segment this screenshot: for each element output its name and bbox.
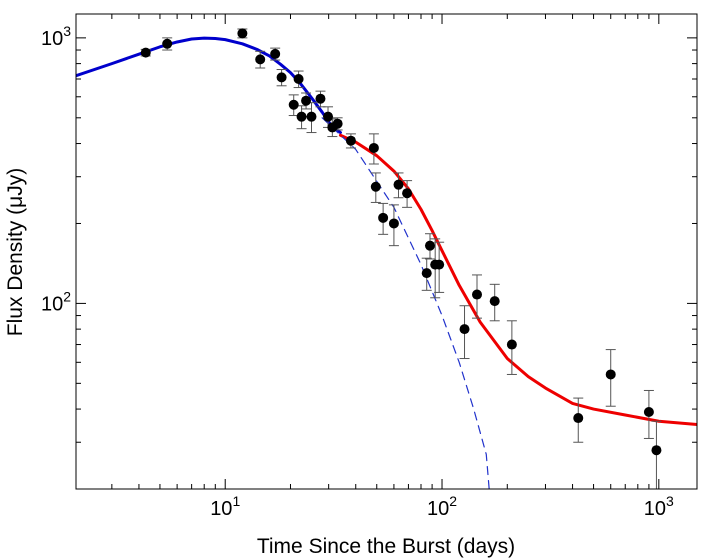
data-point — [368, 142, 379, 153]
y-tick-exponent: 2 — [63, 288, 71, 304]
data-point — [424, 240, 435, 251]
data-point — [237, 28, 248, 39]
data-point — [643, 406, 654, 417]
model-curves — [76, 36, 697, 489]
data-point — [293, 74, 304, 85]
data-point — [651, 445, 662, 456]
data-point — [332, 118, 343, 129]
data-point — [489, 296, 500, 307]
data-point — [370, 181, 381, 192]
data-point — [162, 38, 173, 49]
x-tick-label: 101 — [210, 493, 240, 520]
data-point — [434, 259, 445, 270]
extrapolated-decay-line — [321, 117, 490, 489]
data-point — [255, 54, 266, 65]
x-tick-base: 10 — [644, 498, 666, 520]
data-point — [306, 111, 317, 122]
data-point — [345, 135, 356, 146]
data-point — [605, 369, 616, 380]
data-point — [270, 48, 281, 59]
plot-frame — [75, 13, 698, 490]
y-tick-label: 102 — [41, 288, 71, 315]
data-point — [276, 72, 287, 83]
data-point — [140, 47, 151, 58]
data-point — [388, 218, 399, 229]
y-tick-base: 10 — [41, 28, 63, 50]
data-point — [402, 188, 413, 199]
plot-area — [76, 14, 697, 489]
x-tick-label: 103 — [644, 493, 674, 520]
late-time-model-line — [338, 133, 697, 426]
data-point — [459, 324, 470, 335]
data-points — [140, 28, 662, 456]
data-point — [378, 212, 389, 223]
data-point — [472, 289, 483, 300]
x-axis-label: Time Since the Burst (days) — [257, 535, 515, 558]
x-tick-labels: 101 102 103 — [210, 493, 674, 520]
x-tick-exponent: 1 — [232, 493, 240, 509]
data-point — [296, 111, 307, 122]
y-tick-exponent: 3 — [63, 23, 71, 39]
x-tick-exponent: 2 — [449, 493, 457, 509]
data-point — [393, 179, 404, 190]
x-tick-base: 10 — [210, 498, 232, 520]
x-tick-base: 10 — [427, 498, 449, 520]
y-tick-base: 10 — [41, 293, 63, 315]
axis-ticks — [76, 14, 697, 490]
early-time-model-line — [76, 36, 342, 135]
y-tick-label: 103 — [41, 23, 71, 50]
x-tick-label: 102 — [427, 493, 457, 520]
x-tick-exponent: 3 — [666, 493, 674, 509]
y-axis-label: Flux Density (μJy) — [4, 168, 27, 336]
data-point — [506, 339, 517, 350]
data-point — [573, 413, 584, 424]
data-point — [323, 111, 334, 122]
data-point — [301, 95, 312, 106]
data-point — [421, 268, 432, 279]
data-point — [315, 93, 326, 104]
data-point — [288, 99, 299, 110]
